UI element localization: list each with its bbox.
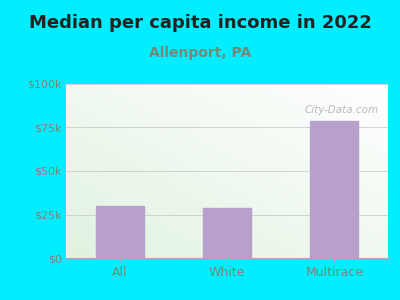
Text: Allenport, PA: Allenport, PA: [149, 46, 251, 61]
Text: Median per capita income in 2022: Median per capita income in 2022: [28, 14, 372, 32]
Bar: [203, 208, 251, 258]
Bar: [96, 206, 144, 258]
Bar: [310, 121, 358, 258]
Text: City-Data.com: City-Data.com: [304, 105, 378, 115]
